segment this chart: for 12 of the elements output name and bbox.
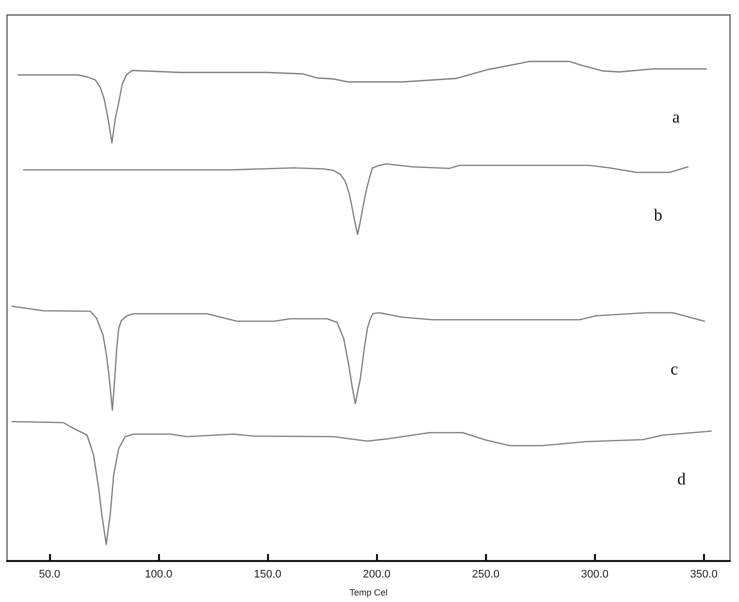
text: d	[677, 470, 686, 489]
x-tick-label: 150.0	[254, 568, 282, 580]
x-tick-label: 350.0	[690, 568, 718, 580]
x-tick-label: 250.0	[472, 568, 500, 580]
text: c	[670, 360, 678, 379]
x-axis-title: Temp Cel	[349, 588, 388, 598]
series-label: b	[654, 205, 662, 224]
x-tick-label: 300.0	[581, 568, 609, 580]
x-tick-label: 100.0	[144, 568, 172, 580]
text: a	[672, 107, 680, 126]
x-tick-label: 50.0	[38, 568, 60, 580]
x-tick-label: 200.0	[362, 568, 390, 580]
